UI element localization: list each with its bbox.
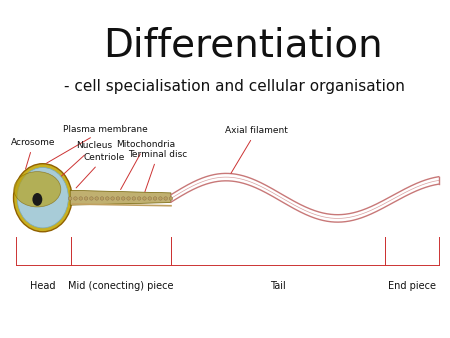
Ellipse shape — [137, 197, 141, 200]
Text: Mitochondria: Mitochondria — [116, 140, 175, 190]
Ellipse shape — [68, 197, 72, 200]
Ellipse shape — [95, 197, 99, 200]
Ellipse shape — [148, 197, 152, 200]
Ellipse shape — [132, 197, 135, 200]
Ellipse shape — [90, 197, 93, 200]
Ellipse shape — [153, 197, 157, 200]
Ellipse shape — [105, 197, 109, 200]
Ellipse shape — [17, 168, 68, 228]
Polygon shape — [70, 190, 171, 205]
Ellipse shape — [79, 197, 82, 200]
Ellipse shape — [164, 197, 167, 200]
Text: Acrosome: Acrosome — [11, 138, 56, 169]
Text: Differentiation: Differentiation — [103, 27, 383, 65]
Ellipse shape — [127, 197, 130, 200]
Ellipse shape — [169, 197, 173, 200]
Ellipse shape — [32, 193, 42, 206]
Ellipse shape — [143, 197, 146, 200]
Text: Centriole: Centriole — [76, 153, 125, 188]
Ellipse shape — [158, 197, 162, 200]
Text: Nucleus: Nucleus — [58, 141, 112, 179]
Ellipse shape — [74, 197, 77, 200]
Ellipse shape — [14, 172, 61, 207]
Text: End piece: End piece — [388, 281, 436, 291]
Text: Plasma membrane: Plasma membrane — [46, 124, 148, 163]
Text: Head: Head — [31, 281, 56, 291]
Text: Mid (conecting) piece: Mid (conecting) piece — [68, 281, 173, 291]
Ellipse shape — [111, 197, 114, 200]
Ellipse shape — [122, 197, 125, 200]
Ellipse shape — [14, 164, 72, 232]
Text: Terminal disc: Terminal disc — [128, 150, 188, 192]
Text: Tail: Tail — [270, 281, 285, 291]
Text: - cell specialisation and cellular organisation: - cell specialisation and cellular organ… — [63, 79, 405, 94]
Ellipse shape — [116, 197, 120, 200]
Ellipse shape — [100, 197, 104, 200]
Ellipse shape — [84, 197, 88, 200]
Text: Axial filament: Axial filament — [225, 126, 288, 173]
